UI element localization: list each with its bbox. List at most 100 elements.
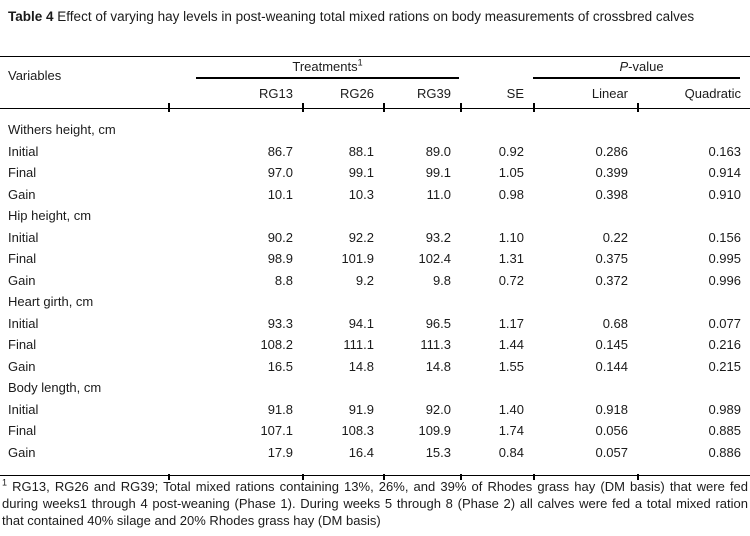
cell-value: 0.98 bbox=[498, 186, 525, 202]
cell-value: 107.1 bbox=[260, 423, 293, 438]
measurements-table: Variables Treatments1 P-value RG13 RG26 … bbox=[0, 56, 750, 476]
col-header-rg39: RG39 bbox=[383, 78, 461, 109]
cell-value: 0.918 bbox=[595, 401, 629, 417]
cell-value: 0.22 bbox=[602, 229, 629, 245]
table-row: Final 108.2 111.1 111.3 1.44 0.145 0.216 bbox=[0, 334, 750, 356]
col-header-variables: Variables bbox=[0, 56, 195, 109]
row-label: Final bbox=[8, 251, 37, 266]
table-footnote: 1 RG13, RG26 and RG39; Total mixed ratio… bbox=[0, 476, 750, 530]
cell-value: 102.4 bbox=[418, 251, 452, 266]
cell-value: 89.0 bbox=[425, 143, 452, 159]
cell-value: 97.0 bbox=[267, 165, 293, 180]
section-row: Body length, cm bbox=[0, 377, 750, 399]
cell-value: 86.7 bbox=[267, 143, 293, 159]
cell-value: 0.215 bbox=[708, 358, 742, 374]
table-row: Gain 8.8 9.2 9.8 0.72 0.372 0.996 bbox=[0, 270, 750, 292]
cell-value: 15.3 bbox=[425, 444, 452, 460]
cell-value: 0.145 bbox=[595, 337, 629, 352]
section-label: Body length, cm bbox=[8, 380, 102, 395]
table-row: Initial 90.2 92.2 93.2 1.10 0.22 0.156 bbox=[0, 227, 750, 249]
cell-value: 9.8 bbox=[432, 272, 452, 288]
cell-value: 96.5 bbox=[425, 315, 452, 331]
header-subcolumn-row: RG13 RG26 RG39 SE Linear Quadratic bbox=[0, 78, 750, 109]
col-header-se: SE bbox=[460, 78, 534, 109]
cell-value: 99.1 bbox=[425, 165, 452, 180]
table-row: Gain 10.1 10.3 11.0 0.98 0.398 0.910 bbox=[0, 184, 750, 206]
cell-value: 0.996 bbox=[708, 272, 742, 288]
section-row: Withers height, cm bbox=[0, 119, 750, 141]
row-label: Gain bbox=[8, 358, 36, 374]
row-label: Final bbox=[8, 423, 37, 438]
col-header-quadratic: Quadratic bbox=[637, 78, 750, 109]
row-label: Gain bbox=[8, 272, 36, 288]
row-label: Final bbox=[8, 165, 37, 180]
table-row: Gain 16.5 14.8 14.8 1.55 0.144 0.215 bbox=[0, 356, 750, 378]
cell-value: 0.885 bbox=[708, 423, 742, 438]
cell-value: 1.05 bbox=[498, 165, 525, 180]
footnote-marker: 1 bbox=[2, 477, 8, 488]
cell-value: 1.74 bbox=[498, 423, 525, 438]
cell-value: 0.286 bbox=[595, 143, 629, 159]
pvalue-label-italic-p: P bbox=[619, 59, 629, 74]
table-row: Initial 86.7 88.1 89.0 0.92 0.286 0.163 bbox=[0, 141, 750, 163]
cell-value: 17.9 bbox=[267, 444, 293, 460]
cell-value: 1.44 bbox=[498, 337, 525, 352]
cell-value: 91.9 bbox=[348, 401, 374, 417]
cell-value: 1.40 bbox=[498, 401, 525, 417]
table-row: Gain 17.9 16.4 15.3 0.84 0.057 0.886 bbox=[0, 442, 750, 464]
cell-value: 94.1 bbox=[348, 315, 374, 331]
cell-value: 108.2 bbox=[260, 337, 293, 352]
cell-value: 0.057 bbox=[595, 444, 629, 460]
cell-value: 0.056 bbox=[595, 423, 629, 438]
column-tick bbox=[168, 103, 170, 112]
column-tick bbox=[302, 103, 304, 112]
cell-value: 92.0 bbox=[425, 401, 452, 417]
column-tick bbox=[302, 474, 304, 480]
column-tick bbox=[637, 103, 639, 112]
table-caption: Table 4 Effect of varying hay levels in … bbox=[0, 0, 750, 56]
cell-value: 92.2 bbox=[348, 229, 374, 245]
cell-value: 0.216 bbox=[708, 337, 742, 352]
cell-value: 0.84 bbox=[498, 444, 525, 460]
cell-value: 111.3 bbox=[420, 337, 452, 352]
column-tick bbox=[533, 103, 535, 112]
section-row: Heart girth, cm bbox=[0, 291, 750, 313]
cell-value: 0.914 bbox=[708, 165, 742, 180]
row-label: Initial bbox=[8, 315, 39, 331]
cell-value: 1.17 bbox=[498, 315, 525, 331]
section-row: Hip height, cm bbox=[0, 205, 750, 227]
cell-value: 0.910 bbox=[708, 186, 742, 202]
cell-value: 11.0 bbox=[426, 186, 452, 202]
column-tick bbox=[460, 103, 462, 112]
cell-value: 88.1 bbox=[348, 143, 374, 159]
spacer-row-bottom-rule bbox=[0, 463, 750, 476]
column-tick bbox=[533, 474, 535, 480]
cell-value: 10.3 bbox=[348, 186, 374, 202]
row-label: Final bbox=[8, 337, 37, 352]
cell-value: 108.3 bbox=[341, 423, 374, 438]
cell-value: 109.9 bbox=[418, 423, 452, 438]
column-tick bbox=[168, 474, 170, 480]
table-body: Withers height, cm Initial 86.7 88.1 89.0 0.9… bbox=[0, 119, 750, 463]
cell-value: 90.2 bbox=[267, 229, 293, 245]
cell-value: 98.9 bbox=[267, 251, 293, 266]
cell-value: 0.886 bbox=[708, 444, 742, 460]
cell-value: 0.995 bbox=[708, 251, 742, 266]
table-body-spacer-bottom bbox=[0, 463, 750, 476]
column-tick bbox=[460, 474, 462, 480]
cell-value: 0.92 bbox=[498, 143, 525, 159]
cell-value: 93.2 bbox=[425, 229, 452, 245]
cell-value: 14.8 bbox=[425, 358, 452, 374]
column-tick bbox=[637, 474, 639, 480]
row-label: Gain bbox=[8, 444, 36, 460]
table-row: Final 97.0 99.1 99.1 1.05 0.399 0.914 bbox=[0, 162, 750, 184]
cell-value: 16.5 bbox=[267, 358, 293, 374]
cell-value: 0.375 bbox=[595, 251, 629, 266]
col-header-treatments: Treatments1 bbox=[195, 57, 460, 79]
col-header-rg26: RG26 bbox=[302, 78, 383, 109]
section-label: Hip height, cm bbox=[8, 208, 92, 223]
col-header-se-spacer bbox=[460, 57, 533, 79]
row-label: Initial bbox=[8, 229, 39, 245]
cell-value: 111.1 bbox=[343, 337, 374, 352]
